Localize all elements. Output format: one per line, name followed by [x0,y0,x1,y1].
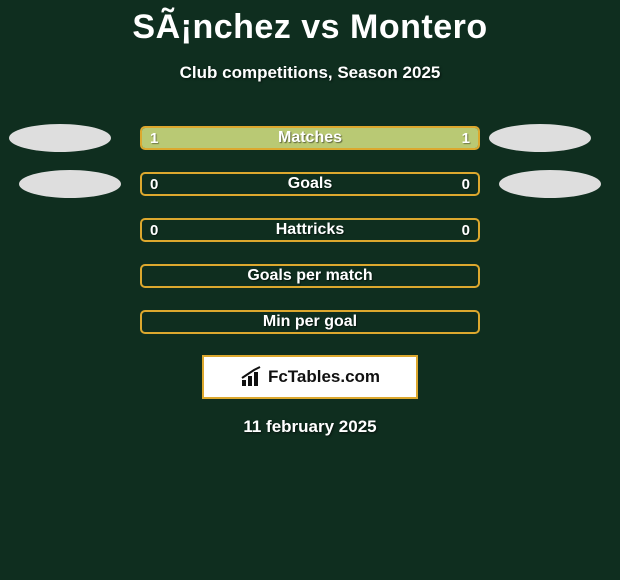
brand-box: FcTables.com [202,355,418,399]
stat-bar: 0Goals0 [140,172,480,196]
left-ellipse [9,124,111,152]
stat-label: Matches [142,129,478,147]
stat-bar: Min per goal [140,310,480,334]
stat-label: Goals per match [142,267,478,285]
left-ellipse [19,170,121,198]
subtitle: Club competitions, Season 2025 [0,63,620,83]
page-title: SÃ¡nchez vs Montero [0,0,620,47]
stat-label: Min per goal [142,313,478,331]
stat-label: Hattricks [142,221,478,239]
comparison-rows: 1Matches1 0Goals0 0Hattricks0 Goals per mat… [0,115,620,345]
brand-text: FcTables.com [268,367,380,387]
right-ellipse [489,124,591,152]
comparison-row: Min per goal [0,299,620,345]
stat-bar: Goals per match [140,264,480,288]
stat-label: Goals [142,175,478,193]
bar-chart-icon [240,366,266,388]
comparison-row: 1Matches1 [0,115,620,161]
date-text: 11 february 2025 [0,417,620,437]
stat-bar: 0Hattricks0 [140,218,480,242]
right-ellipse [499,170,601,198]
stat-bar: 1Matches1 [140,126,480,150]
comparison-row: 0Goals0 [0,161,620,207]
comparison-row: 0Hattricks0 [0,207,620,253]
comparison-row: Goals per match [0,253,620,299]
